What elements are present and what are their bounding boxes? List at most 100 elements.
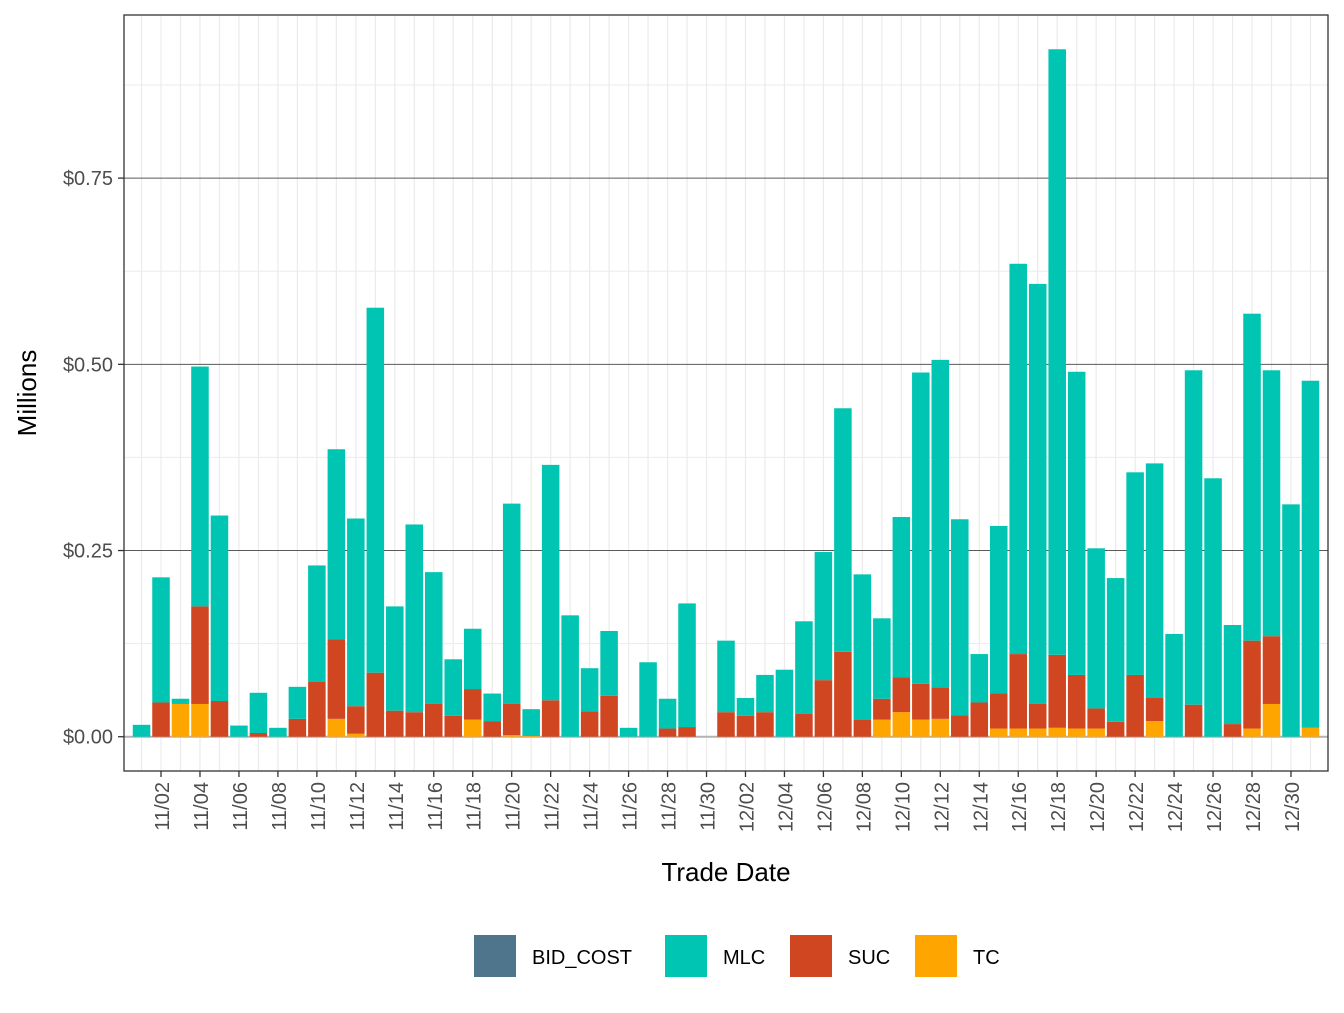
bars: [132, 49, 1320, 737]
bar-suc: [1028, 703, 1047, 729]
bar-suc: [347, 706, 365, 734]
bar-suc: [444, 715, 463, 737]
bar-tc: [931, 718, 950, 737]
bar-suc: [1106, 721, 1125, 737]
bar-mlc: [1145, 463, 1164, 699]
x-axis: 11/02 11/04 11/06 11/08 11/10 11/12 11/14 11/16…: [152, 771, 1304, 832]
bar-mlc: [1067, 371, 1086, 675]
x-tick-label: 11/14: [386, 782, 408, 831]
bar-suc: [1009, 654, 1027, 729]
bar-mlc: [912, 372, 930, 684]
bar-tc: [1301, 727, 1320, 737]
bar-mlc: [892, 517, 911, 678]
bar-suc: [249, 733, 268, 737]
bar-mlc: [756, 674, 774, 713]
bar-mlc: [541, 464, 560, 701]
legend: BID_COST MLC SUC TC: [474, 935, 1000, 977]
bar-mlc: [970, 654, 989, 703]
bar-mlc: [327, 449, 346, 640]
bar-tc: [502, 735, 521, 737]
bar-suc: [795, 713, 813, 737]
x-tick-label: 12/24: [1165, 782, 1187, 832]
bar-tc: [522, 735, 540, 737]
bar-tc: [1048, 727, 1066, 737]
bar-mlc: [1106, 578, 1125, 722]
x-tick-label: 11/18: [464, 782, 486, 831]
bar-suc: [366, 672, 385, 737]
legend-key-bid-cost: [474, 935, 516, 977]
bar-suc: [814, 680, 833, 737]
bar-tc: [1262, 703, 1281, 737]
bar-suc: [308, 681, 326, 737]
bar-tc: [1087, 728, 1105, 737]
bar-mlc: [191, 366, 209, 607]
bar-suc: [152, 702, 170, 737]
bar-suc: [191, 606, 209, 704]
y-axis: $0.00 $0.25 $0.50 $0.75: [63, 168, 124, 749]
bar-mlc: [347, 518, 365, 707]
bar-mlc: [1126, 472, 1144, 675]
bar-mlc: [951, 519, 969, 716]
x-tick-label: 11/10: [308, 782, 330, 831]
bar-tc: [912, 719, 930, 737]
bar-mlc: [405, 524, 424, 713]
bar-mlc: [269, 727, 287, 737]
bar-tc: [171, 703, 190, 737]
bar-suc: [1223, 724, 1242, 737]
bar-suc: [989, 693, 1008, 729]
bar-mlc: [931, 359, 950, 688]
bar-mlc: [853, 574, 872, 720]
bar-suc: [386, 710, 404, 737]
x-tick-label: 12/22: [1126, 782, 1148, 832]
x-axis-title: Trade Date: [661, 857, 790, 887]
bar-mlc: [1262, 370, 1281, 637]
bar-suc: [1067, 674, 1086, 729]
bar-mlc: [1028, 283, 1047, 704]
bar-suc: [1262, 636, 1281, 704]
bar-suc: [502, 703, 521, 736]
bar-suc: [678, 727, 696, 737]
bar-mlc: [1301, 380, 1320, 728]
bar-suc: [580, 711, 599, 737]
bar-tc: [1145, 721, 1164, 737]
x-tick-label: 11/06: [230, 782, 252, 831]
x-tick-label: 12/26: [1204, 782, 1226, 832]
x-tick-label: 11/04: [191, 782, 213, 831]
bar-mlc: [230, 725, 248, 737]
bar-mlc: [775, 669, 794, 737]
bar-suc: [873, 698, 891, 720]
bar-suc: [834, 651, 852, 737]
bar-mlc: [152, 577, 170, 703]
bar-tc: [463, 719, 482, 737]
bar-mlc: [561, 615, 579, 737]
y-tick-label: $0.25: [63, 541, 113, 563]
x-tick-label: 12/06: [814, 782, 836, 832]
legend-key-tc: [915, 935, 957, 977]
bar-suc: [912, 683, 930, 720]
bar-mlc: [639, 662, 657, 737]
bar-mlc: [795, 621, 813, 714]
bar-suc: [425, 703, 443, 737]
bar-suc: [717, 712, 735, 737]
bar-tc: [1243, 728, 1261, 737]
bar-mlc: [1165, 633, 1183, 737]
bar-tc: [989, 728, 1008, 737]
bar-suc: [1243, 640, 1261, 729]
bar-suc: [892, 677, 911, 713]
bar-mlc: [210, 515, 229, 701]
bar-mlc: [132, 724, 151, 737]
bar-mlc: [366, 307, 385, 673]
bar-suc: [931, 687, 950, 719]
bar-mlc: [736, 698, 755, 716]
x-tick-label: 11/22: [542, 782, 564, 831]
bar-suc: [853, 719, 872, 737]
bar-mlc: [444, 659, 463, 716]
bar-mlc: [717, 640, 735, 713]
bar-mlc: [308, 565, 326, 682]
bar-mlc: [873, 618, 891, 699]
x-tick-label: 12/28: [1243, 782, 1265, 832]
bar-mlc: [1204, 478, 1222, 737]
bar-suc: [756, 712, 774, 737]
bar-mlc: [834, 408, 852, 652]
